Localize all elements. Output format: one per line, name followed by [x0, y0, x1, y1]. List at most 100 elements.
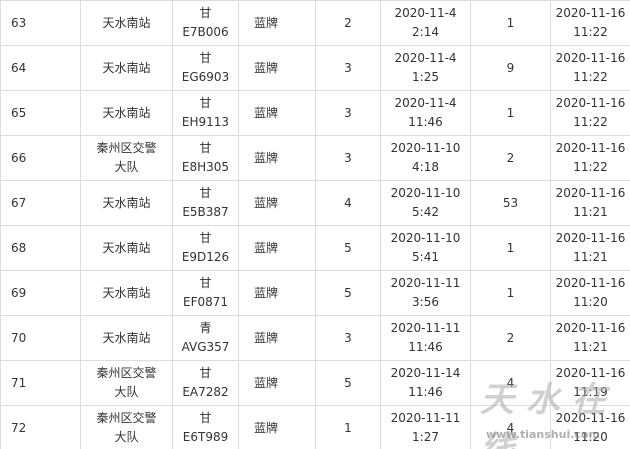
table-cell: 天水南站: [80, 0, 173, 46]
plate-color: 蓝牌: [254, 150, 279, 165]
table-cell: 天水南站: [80, 180, 173, 226]
table-row: 68 天水南站 甘 E9D126 蓝牌 5 2020-11-10 5:41 1 2020-11…: [0, 225, 630, 271]
count: 3: [344, 105, 352, 120]
table-cell: 天水南站: [80, 270, 173, 316]
table-cell: 64: [0, 45, 81, 91]
location: 天水南站: [102, 105, 151, 120]
update-time: 2020-11-16 11:21: [555, 231, 626, 264]
row-index: 68: [11, 240, 27, 255]
table-row: 65 天水南站 甘 EH9113 蓝牌 3 2020-11-4 11:46 1 2020-11…: [0, 90, 630, 136]
table-cell: 蓝牌: [238, 315, 316, 361]
table-cell: 4: [315, 180, 381, 226]
table-cell: 71: [0, 360, 81, 406]
table-row: 64 天水南站 甘 EG6903 蓝牌 3 2020-11-4 1:25 9 2020-11-…: [0, 45, 630, 91]
count: 3: [344, 150, 352, 165]
table-cell: 甘 EG6903: [172, 45, 239, 91]
table-cell: 5: [315, 360, 381, 406]
plate-number: 甘 E9D126: [181, 231, 230, 264]
table-cell: 1: [470, 0, 551, 46]
location: 秦州区交警大队: [96, 141, 157, 174]
table-cell: 甘 E8H305: [172, 135, 239, 181]
table-row: 63 天水南站 甘 E7B006 蓝牌 2 2020-11-4 2:14 1 2020-11-…: [0, 0, 630, 46]
table-cell: 5: [315, 270, 381, 316]
table-cell: 蓝牌: [238, 90, 316, 136]
plate-number: 甘 E7B006: [182, 6, 229, 39]
table-cell: 2020-11-16 11:20: [550, 270, 630, 316]
plate-number: 青 AVG357: [181, 321, 230, 354]
table-cell: 1: [470, 270, 551, 316]
time: 2020-11-11 1:27: [390, 411, 461, 444]
table-cell: 2020-11-14 11:46: [380, 360, 471, 406]
time: 2020-11-4 1:25: [394, 51, 457, 84]
count: 5: [344, 375, 352, 390]
location: 天水南站: [102, 240, 151, 255]
table-cell: 蓝牌: [238, 135, 316, 181]
time: 2020-11-14 11:46: [390, 366, 461, 399]
time: 2020-11-4 11:46: [394, 96, 457, 129]
violation-count: 4: [506, 375, 515, 390]
location: 天水南站: [102, 285, 151, 300]
table-cell: 3: [315, 90, 381, 136]
row-index: 69: [11, 285, 27, 300]
table-cell: 蓝牌: [238, 360, 316, 406]
plate-number: 甘 EH9113: [181, 96, 230, 129]
plate-color: 蓝牌: [254, 375, 279, 390]
table-cell: 2: [470, 135, 551, 181]
plate-color: 蓝牌: [254, 15, 279, 30]
table-cell: 青 AVG357: [172, 315, 239, 361]
table-cell: 68: [0, 225, 81, 271]
table-cell: 2: [315, 0, 381, 46]
table-cell: 秦州区交警大队: [80, 405, 173, 449]
table-cell: 甘 EA7282: [172, 360, 239, 406]
row-index: 64: [11, 60, 27, 75]
row-index: 70: [11, 330, 27, 345]
plate-color: 蓝牌: [254, 195, 279, 210]
plate-color: 蓝牌: [254, 240, 279, 255]
violation-count: 53: [502, 195, 519, 210]
table-cell: 2020-11-16 11:22: [550, 90, 630, 136]
plate-number: 甘 EA7282: [182, 366, 229, 399]
plate-color: 蓝牌: [254, 105, 279, 120]
plate-number: 甘 E6T989: [182, 411, 229, 444]
table-cell: 2020-11-10 5:42: [380, 180, 471, 226]
table-cell: 天水南站: [80, 315, 173, 361]
update-time: 2020-11-16 11:21: [555, 321, 626, 354]
table-cell: 9: [470, 45, 551, 91]
table-cell: 秦州区交警大队: [80, 360, 173, 406]
table-cell: 2020-11-16 11:22: [550, 0, 630, 46]
table-cell: 2020-11-16 11:21: [550, 225, 630, 271]
table-cell: 2020-11-16 11:22: [550, 135, 630, 181]
location: 天水南站: [102, 60, 151, 75]
table-cell: 4: [470, 405, 551, 449]
table-cell: 蓝牌: [238, 0, 316, 46]
update-time: 2020-11-16 11:19: [555, 366, 626, 399]
plate-number: 甘 E5B387: [182, 186, 229, 219]
plate-color: 蓝牌: [254, 420, 279, 435]
table-cell: 2020-11-4 11:46: [380, 90, 471, 136]
update-time: 2020-11-16 11:22: [555, 141, 626, 174]
time: 2020-11-11 11:46: [390, 321, 461, 354]
location: 秦州区交警大队: [96, 411, 157, 444]
update-time: 2020-11-16 11:22: [555, 51, 626, 84]
update-time: 2020-11-16 11:22: [555, 96, 626, 129]
table-cell: 5: [315, 225, 381, 271]
plate-color: 蓝牌: [254, 60, 279, 75]
violation-count: 1: [506, 15, 515, 30]
table-cell: 3: [315, 45, 381, 91]
table-cell: 甘 E7B006: [172, 0, 239, 46]
row-index: 63: [11, 15, 27, 30]
table-row: 71 秦州区交警大队甘 EA7282 蓝牌 5 2020-11-14 11:46 4 202…: [0, 360, 630, 406]
plate-color: 蓝牌: [254, 330, 279, 345]
location: 天水南站: [102, 195, 151, 210]
table-cell: 甘 E9D126: [172, 225, 239, 271]
table-cell: 69: [0, 270, 81, 316]
table-cell: 2020-11-16 11:21: [550, 180, 630, 226]
count: 4: [344, 195, 352, 210]
table-cell: 4: [470, 360, 551, 406]
update-time: 2020-11-16 11:21: [555, 186, 626, 219]
table-cell: 2020-11-16 11:19: [550, 360, 630, 406]
table-cell: 甘 E5B387: [172, 180, 239, 226]
table-cell: 蓝牌: [238, 270, 316, 316]
table-cell: 1: [470, 225, 551, 271]
